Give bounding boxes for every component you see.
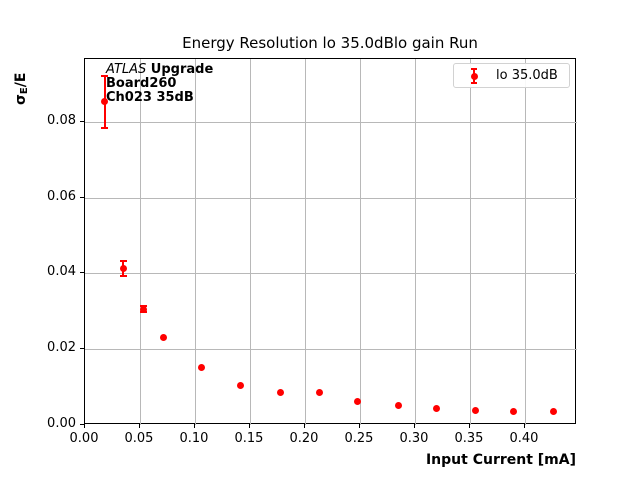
x-tick-label: 0.25 — [344, 431, 374, 446]
y-tick-mark — [80, 348, 84, 350]
errorbar-cap-bottom — [101, 126, 109, 129]
gridline-vertical — [359, 59, 361, 425]
y-tick-label: 0.00 — [47, 416, 76, 431]
data-point — [471, 406, 479, 414]
y-tick-label: 0.08 — [47, 112, 76, 128]
x-tick-label: 0.30 — [399, 431, 429, 446]
data-point — [139, 305, 147, 313]
data-points-layer — [85, 59, 575, 423]
y-tick-mark — [80, 424, 84, 425]
gridline-vertical — [249, 59, 251, 425]
annotation-upgrade: Upgrade — [146, 62, 214, 77]
data-point — [236, 382, 244, 390]
annotation-atlas: ATLAS — [106, 62, 147, 77]
x-tick-mark — [193, 424, 195, 428]
annotation-line-2: Board260 — [106, 76, 177, 91]
data-point — [394, 402, 402, 410]
gridline-horizontal — [85, 197, 577, 199]
x-tick-label: 0.10 — [179, 431, 209, 446]
data-point — [119, 265, 127, 273]
legend-errorbar-cap-top — [471, 68, 477, 70]
plot-area — [84, 58, 577, 425]
x-tick-label: 0.40 — [509, 431, 539, 446]
legend-marker-icon — [470, 72, 478, 80]
x-tick-label: 0.20 — [289, 431, 319, 446]
data-point — [510, 407, 518, 415]
x-tick-mark — [358, 424, 360, 428]
legend: lo 35.0dB — [453, 63, 570, 88]
x-tick-label: 0.00 — [69, 431, 99, 446]
annotation-line-1: ATLAS Upgrade — [106, 63, 213, 77]
gridline-vertical — [414, 59, 416, 425]
data-point — [277, 389, 285, 397]
y-tick-mark — [80, 272, 84, 274]
x-tick-mark — [138, 424, 140, 428]
gridline-horizontal — [85, 121, 577, 123]
chart-title: Energy Resolution lo 35.0dBlo gain Run — [182, 34, 478, 52]
y-tick-mark — [80, 196, 84, 198]
x-tick-mark — [303, 424, 305, 428]
y-tick-label: 0.06 — [47, 188, 76, 204]
x-tick-label: 0.35 — [454, 431, 484, 446]
gridline-vertical — [469, 59, 471, 425]
annotation-line-3: Ch023 35dB — [106, 90, 194, 105]
x-tick-mark — [468, 424, 470, 428]
x-tick-mark — [84, 424, 85, 428]
x-tick-mark — [413, 424, 415, 428]
y-tick-label: 0.02 — [47, 340, 76, 356]
gridline-vertical — [304, 59, 306, 425]
gridline-vertical — [139, 59, 141, 425]
data-point — [101, 98, 109, 106]
x-tick-label: 0.05 — [124, 431, 154, 446]
errorbar-cap-bottom — [119, 275, 127, 278]
gridline-vertical — [194, 59, 196, 425]
y-tick-mark — [80, 120, 84, 122]
gridline-horizontal — [85, 273, 577, 275]
data-point — [198, 364, 206, 372]
data-point — [550, 407, 558, 415]
gridline-horizontal — [85, 349, 577, 351]
grid-layer — [85, 59, 577, 425]
legend-errorbar-cap-bottom — [471, 82, 477, 84]
errorbar-cap-top — [101, 74, 109, 77]
data-point — [354, 398, 362, 405]
x-axis-label: Input Current [mA] — [425, 452, 576, 468]
x-tick-mark — [248, 424, 250, 428]
data-point — [315, 389, 323, 397]
gridline-vertical — [524, 59, 526, 425]
plot-annotation: ATLAS Upgrade Board260 Ch023 35dB — [106, 63, 213, 105]
y-tick-label: 0.04 — [47, 264, 76, 280]
x-tick-label: 0.15 — [234, 431, 264, 446]
data-point — [433, 405, 441, 413]
legend-label: lo 35.0dB — [496, 68, 558, 83]
errorbar-cap-top — [119, 260, 127, 263]
x-tick-mark — [523, 424, 525, 428]
data-point — [159, 334, 167, 342]
